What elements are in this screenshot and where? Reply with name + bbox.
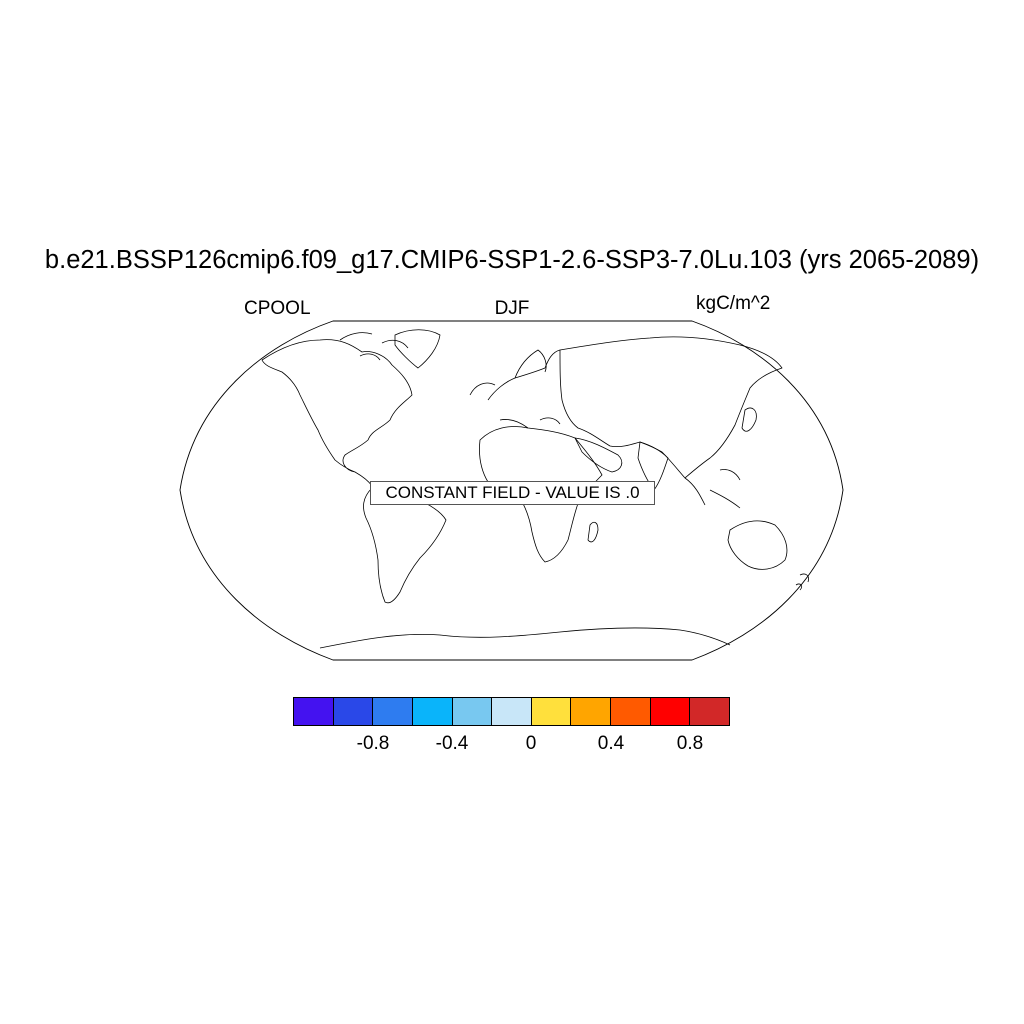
colorbar-swatch [690, 698, 730, 725]
colorbar-swatch [650, 698, 691, 725]
indian-subcontinent [637, 441, 669, 491]
colorbar-swatch [373, 698, 413, 725]
japan-coast [741, 407, 757, 432]
units-label: kgC/m^2 [696, 293, 771, 314]
new-zealand [795, 573, 809, 591]
colorbar-tick-label: 0.8 [676, 733, 704, 754]
colorbar-swatch [412, 698, 453, 725]
asia-coast [559, 336, 783, 479]
season-label: DJF [494, 298, 530, 319]
madagascar [587, 521, 599, 543]
colorbar-swatch [611, 698, 651, 725]
antarctica-coast [319, 627, 731, 649]
colorbar-swatch [531, 698, 572, 725]
constant-field-notice: CONSTANT FIELD - VALUE IS .0 [370, 481, 655, 505]
north-america-coast [261, 339, 413, 473]
colorbar-tick-label: 0 [525, 733, 537, 754]
greenland-coast [394, 329, 441, 369]
arabian-peninsula [574, 437, 623, 473]
southeast-asia [684, 469, 741, 509]
canadian-archipelago [339, 332, 409, 361]
plot-title: b.e21.BSSP126cmip6.f09_g17.CMIP6-SSP1-2.… [44, 246, 980, 274]
colorbar-swatch [571, 698, 612, 725]
colorbar-swatch [492, 698, 532, 725]
colorbar [293, 697, 730, 726]
colorbar-tick-label: 0.4 [597, 733, 625, 754]
colorbar-swatch [294, 698, 334, 725]
scandinavia-coast [514, 349, 547, 379]
colorbar-swatch [333, 698, 374, 725]
europe-coast [469, 349, 561, 429]
colorbar-tick-label: -0.4 [435, 733, 469, 754]
colorbar-swatch [452, 698, 493, 725]
australia-coast [727, 520, 788, 570]
colorbar-tick-label: -0.8 [356, 733, 390, 754]
variable-label: CPOOL [244, 298, 311, 319]
